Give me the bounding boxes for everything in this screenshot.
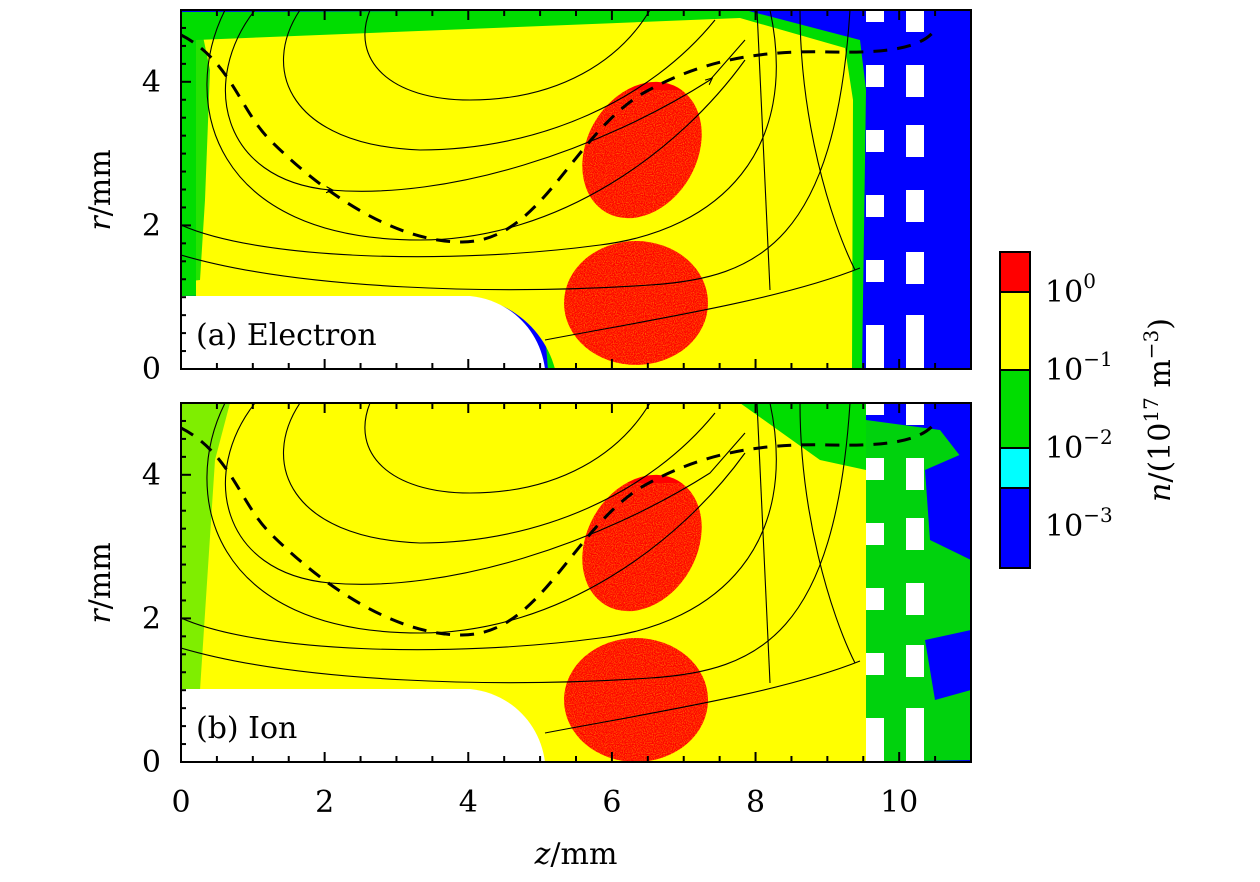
y-tick-label: 2 [142, 601, 161, 636]
panel-a-separatrix [181, 29, 937, 244]
x-tick-label: 8 [746, 785, 765, 820]
panel-a: (a) Electron [180, 9, 972, 370]
colorbar-tick-label: 10−2 [1045, 425, 1113, 466]
y-tick-label: 0 [142, 745, 161, 780]
panel-b: (b) Ion [180, 402, 972, 763]
y-tick-label: 2 [142, 208, 161, 243]
panel-b-exit-slots [866, 403, 924, 762]
y-tick-label: 4 [142, 65, 161, 100]
x-tick-label: 0 [171, 785, 190, 820]
panel-b-density-map [181, 403, 971, 762]
panel-a-axes: 0 2 4 [142, 9, 972, 387]
panel-a-field-lines [181, 10, 861, 341]
y-tick-label: 0 [142, 352, 161, 387]
colorbar-tick-label: 100 [1045, 269, 1096, 310]
colorbar-tick-label: 10−1 [1045, 347, 1113, 388]
y-tick-label: 4 [142, 458, 161, 493]
panel-a-density-map [181, 10, 971, 369]
panel-b-label: (b) Ion [196, 711, 297, 746]
svg-text:r/mm: r/mm [83, 149, 118, 230]
colorbar-tick-label: 10−3 [1045, 503, 1113, 544]
svg-text:r/mm: r/mm [83, 542, 118, 623]
x-tick-label: 6 [602, 785, 621, 820]
x-axis-title: z/mm [534, 837, 618, 872]
x-tick-label: 4 [459, 785, 478, 820]
panel-b-separatrix [181, 422, 937, 637]
colorbar: 100 10−1 10−2 10−3 n/(1017 m−3) [999, 251, 1178, 569]
panel-a-exit-slots [866, 10, 924, 369]
y-axis-title-b: r/mm [83, 542, 118, 623]
colorbar-title: n/(1017 m−3) [1139, 318, 1178, 502]
y-axis-title-a: r/mm [83, 149, 118, 230]
x-tick-label: 10 [880, 785, 918, 820]
panel-a-label: (a) Electron [196, 318, 377, 353]
x-tick-label: 2 [315, 785, 334, 820]
panel-b-axes: 0 2 4 0 2 4 6 8 10 [142, 402, 972, 820]
